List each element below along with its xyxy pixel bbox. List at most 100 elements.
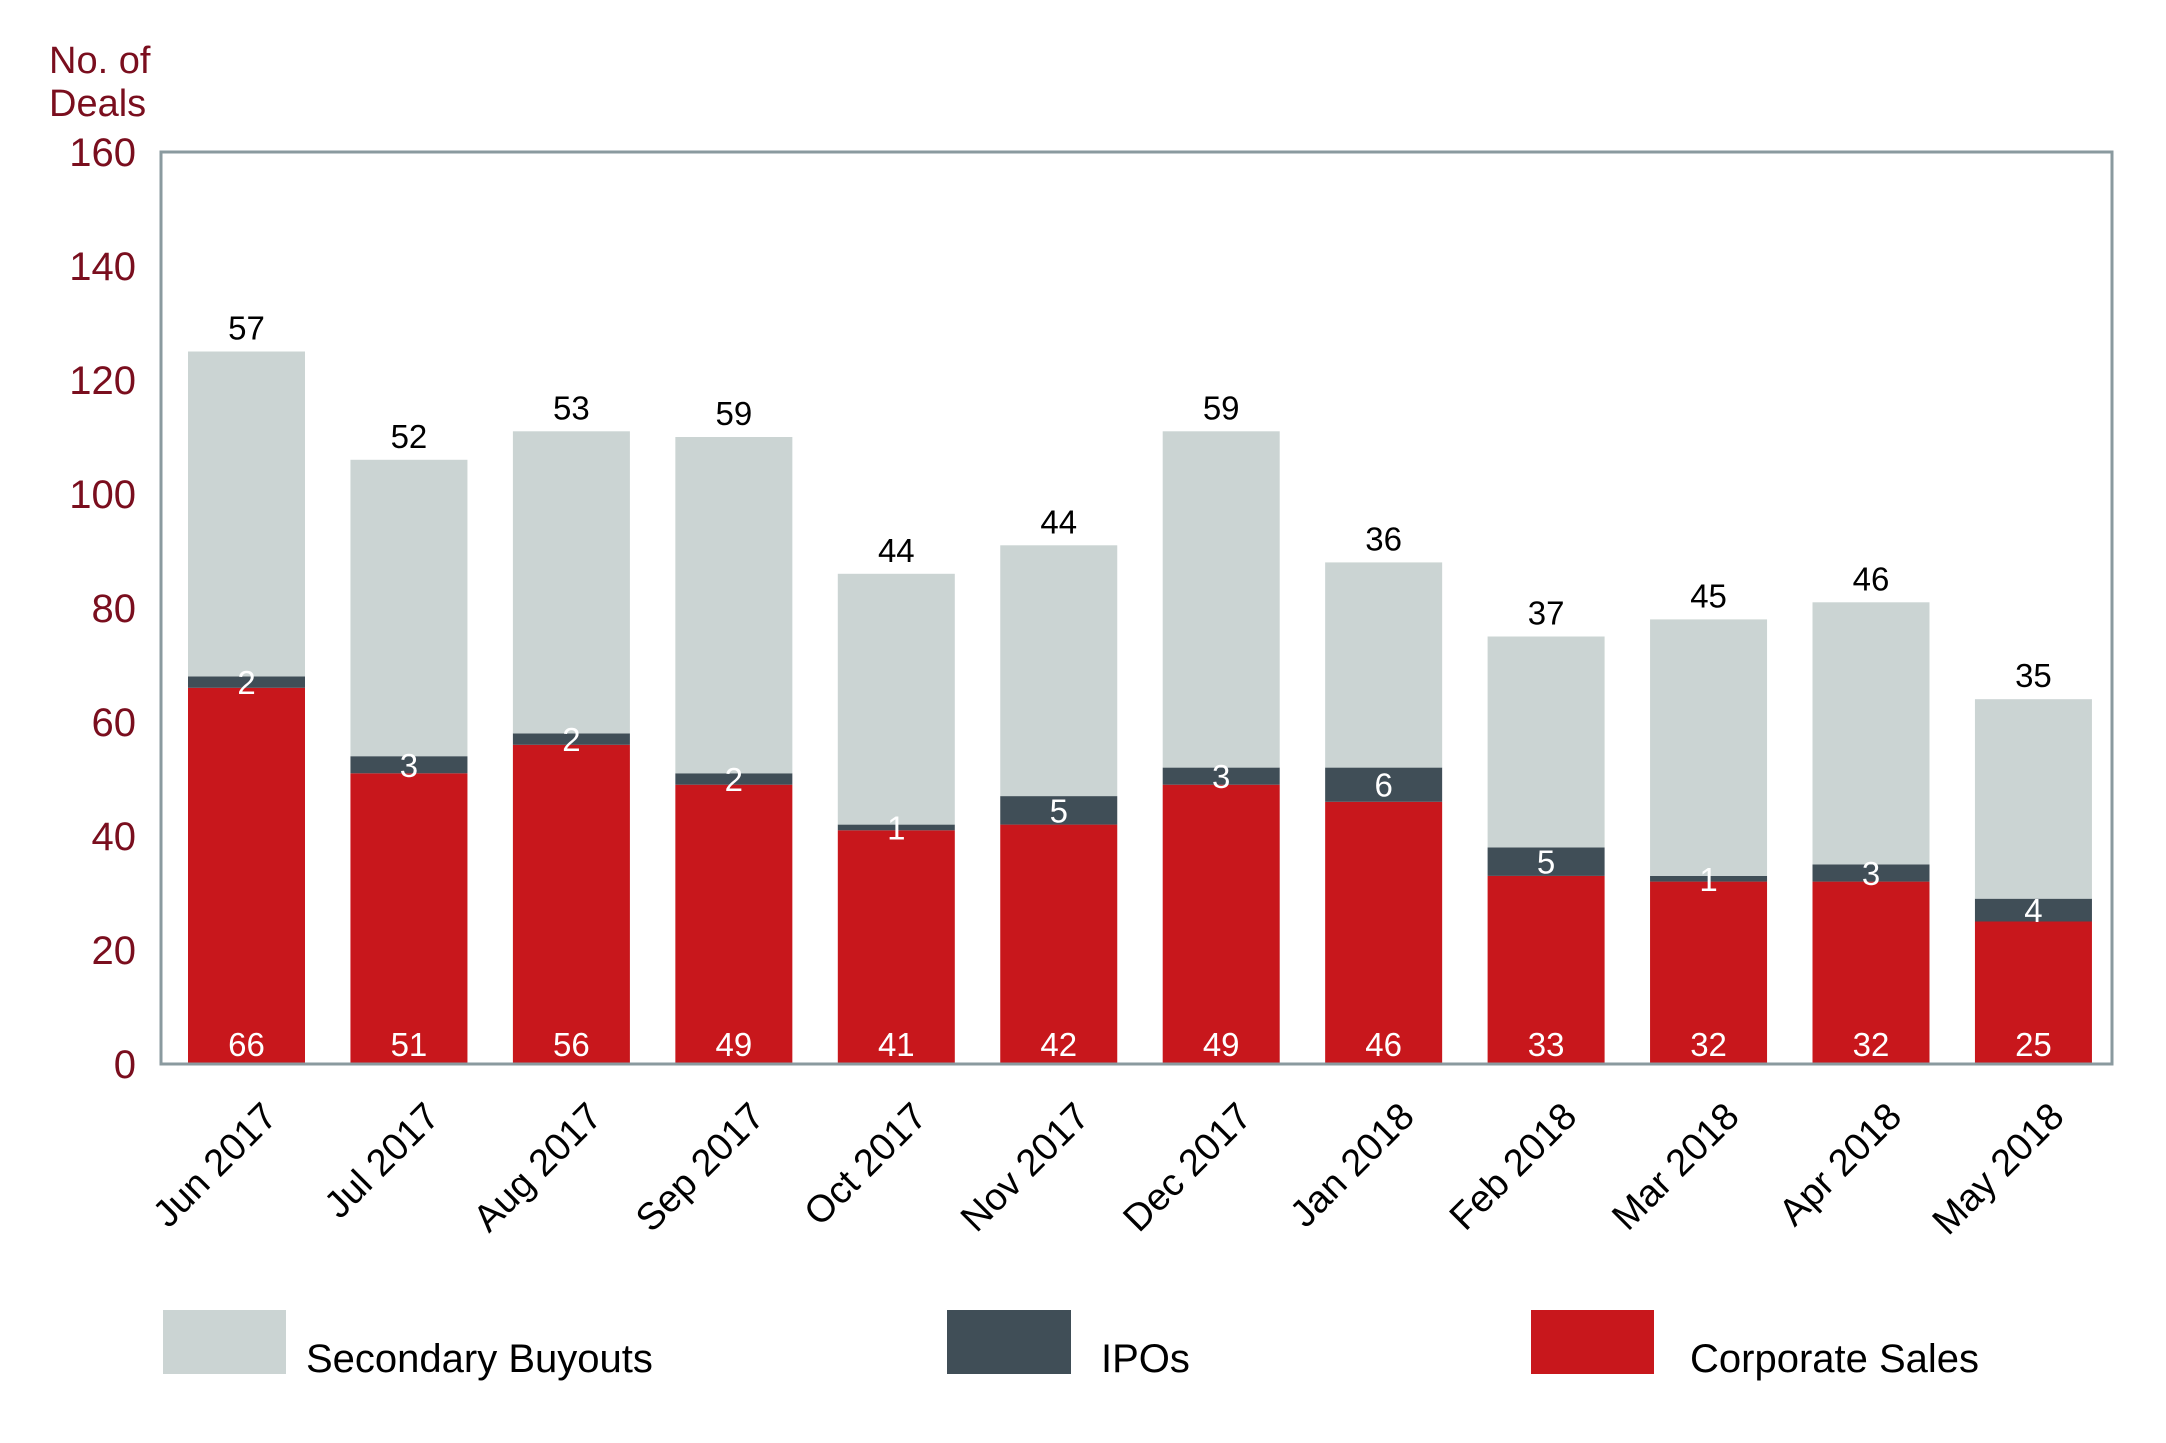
data-label-ipos: 6 <box>1374 767 1392 804</box>
bar-corporate-sales <box>1650 881 1768 1064</box>
bar-group-jan-2018 <box>1325 562 1443 1064</box>
data-label-ipos: 5 <box>1537 844 1555 881</box>
bar-secondary-buyouts <box>1325 562 1443 768</box>
data-label-secondary-buyouts: 59 <box>715 395 752 432</box>
bar-group-jul-2017 <box>350 459 468 1064</box>
x-tick-label: Jan 2018 <box>1282 1095 1422 1235</box>
x-tick-label: Jun 2017 <box>145 1095 285 1235</box>
bar-corporate-sales <box>1000 824 1118 1064</box>
data-label-corporate-sales: 49 <box>715 1026 752 1063</box>
bar-group-dec-2017 <box>1162 431 1280 1064</box>
bar-secondary-buyouts <box>675 437 793 774</box>
data-label-secondary-buyouts: 53 <box>553 389 590 426</box>
bar-ipos <box>1325 767 1443 802</box>
bar-group-feb-2018 <box>1487 636 1605 1064</box>
data-label-corporate-sales: 32 <box>1853 1026 1890 1063</box>
bar-ipos <box>1162 767 1280 785</box>
x-tick-label: Oct 2017 <box>797 1095 936 1234</box>
data-label-secondary-buyouts: 44 <box>878 532 915 569</box>
y-tick-label: 160 <box>69 131 136 175</box>
bar-corporate-sales <box>1325 801 1443 1064</box>
bar-ipos <box>1974 898 2092 922</box>
bar-secondary-buyouts <box>1812 602 1930 865</box>
legend-label-ipos: IPOs <box>1101 1337 1190 1381</box>
data-label-ipos: 3 <box>400 747 418 784</box>
bar-ipos <box>188 676 305 688</box>
data-label-corporate-sales: 25 <box>2015 1026 2052 1063</box>
bar-secondary-buyouts <box>1162 431 1280 768</box>
data-label-secondary-buyouts: 46 <box>1853 560 1890 597</box>
legend-label-secondary-buyouts: Secondary Buyouts <box>306 1337 653 1381</box>
data-label-corporate-sales: 46 <box>1365 1026 1402 1063</box>
y-axis-title-line-1: No. of <box>49 40 151 82</box>
legend-item-secondary-buyouts: Secondary Buyouts <box>163 1310 653 1381</box>
y-axis-ticks: 0 20 40 60 80 100 120 140 160 <box>69 131 136 1087</box>
bar-group-apr-2018 <box>1812 602 1930 1064</box>
bar-corporate-sales <box>1974 921 2092 1064</box>
data-label-secondary-buyouts: 37 <box>1528 595 1565 632</box>
data-label-ipos: 2 <box>562 721 580 758</box>
bar-corporate-sales <box>1162 784 1280 1064</box>
data-label-ipos: 1 <box>887 809 905 846</box>
x-tick-label: May 2018 <box>1925 1095 2073 1243</box>
bar-ipos <box>1812 864 1930 882</box>
y-tick-label: 100 <box>69 473 136 517</box>
y-tick-label: 120 <box>69 359 136 403</box>
y-tick-label: 20 <box>92 929 137 973</box>
bar-corporate-sales <box>837 830 955 1064</box>
y-tick-label: 40 <box>92 815 137 859</box>
y-axis-title-line-2: Deals <box>49 83 146 125</box>
bar-secondary-buyouts <box>350 459 468 757</box>
data-label-corporate-sales: 42 <box>1040 1026 1077 1063</box>
bar-corporate-sales <box>1487 875 1605 1064</box>
plot-frame <box>159 150 2114 1066</box>
data-label-corporate-sales: 51 <box>391 1026 428 1063</box>
bar-secondary-buyouts <box>188 351 305 677</box>
data-label-ipos: 5 <box>1050 792 1068 829</box>
x-tick-label: Dec 2017 <box>1116 1095 1261 1240</box>
data-label-secondary-buyouts: 59 <box>1203 389 1240 426</box>
x-tick-label: Mar 2018 <box>1604 1095 1747 1238</box>
x-tick-label: Aug 2017 <box>466 1095 611 1240</box>
bar-corporate-sales <box>188 687 305 1064</box>
data-label-corporate-sales: 32 <box>1690 1026 1727 1063</box>
legend-item-corporate-sales: Corporate Sales <box>1531 1310 1979 1381</box>
bar-secondary-buyouts <box>1974 699 2092 899</box>
data-label-secondary-buyouts: 45 <box>1690 577 1727 614</box>
y-tick-label: 80 <box>92 587 137 631</box>
bar-corporate-sales <box>675 784 793 1064</box>
x-axis-ticks: Jun 2017 Jul 2017 Aug 2017 Sep 2017 Oct 2017… <box>145 1095 2072 1243</box>
bar-secondary-buyouts <box>1487 636 1605 848</box>
legend-swatch-secondary-buyouts <box>163 1310 286 1374</box>
bar-corporate-sales <box>512 744 630 1064</box>
x-tick-label: Jul 2017 <box>317 1095 448 1226</box>
bar-corporate-sales <box>350 773 468 1064</box>
bars <box>188 351 2092 1064</box>
bar-corporate-sales <box>1812 881 1930 1064</box>
legend-swatch-ipos <box>947 1310 1071 1374</box>
legend-swatch-corporate-sales <box>1531 1310 1654 1374</box>
data-label-ipos: 4 <box>2024 892 2042 929</box>
bar-ipos <box>675 773 793 785</box>
bar-secondary-buyouts <box>1000 545 1118 797</box>
data-label-corporate-sales: 49 <box>1203 1026 1240 1063</box>
data-label-corporate-sales: 41 <box>878 1026 915 1063</box>
bar-group-jun-2017 <box>188 351 305 1064</box>
x-tick-label: Apr 2018 <box>1771 1095 1910 1234</box>
y-axis-title: No. of Deals <box>49 40 151 125</box>
data-label-corporate-sales: 66 <box>228 1026 265 1063</box>
data-label-ipos: 3 <box>1862 855 1880 892</box>
bar-group-may-2018 <box>1974 699 2092 1064</box>
bar-ipos <box>1000 796 1118 825</box>
bar-secondary-buyouts <box>837 573 955 825</box>
bar-ipos <box>1650 875 1768 882</box>
bar-secondary-buyouts <box>1650 619 1768 876</box>
legend-label-corporate-sales: Corporate Sales <box>1690 1337 1979 1381</box>
bar-group-oct-2017 <box>837 573 955 1064</box>
bar-ipos <box>1487 847 1605 876</box>
data-label-secondary-buyouts: 35 <box>2015 657 2052 694</box>
bar-ipos <box>350 756 468 774</box>
bar-secondary-buyouts <box>512 431 630 734</box>
y-tick-label: 140 <box>69 245 136 289</box>
